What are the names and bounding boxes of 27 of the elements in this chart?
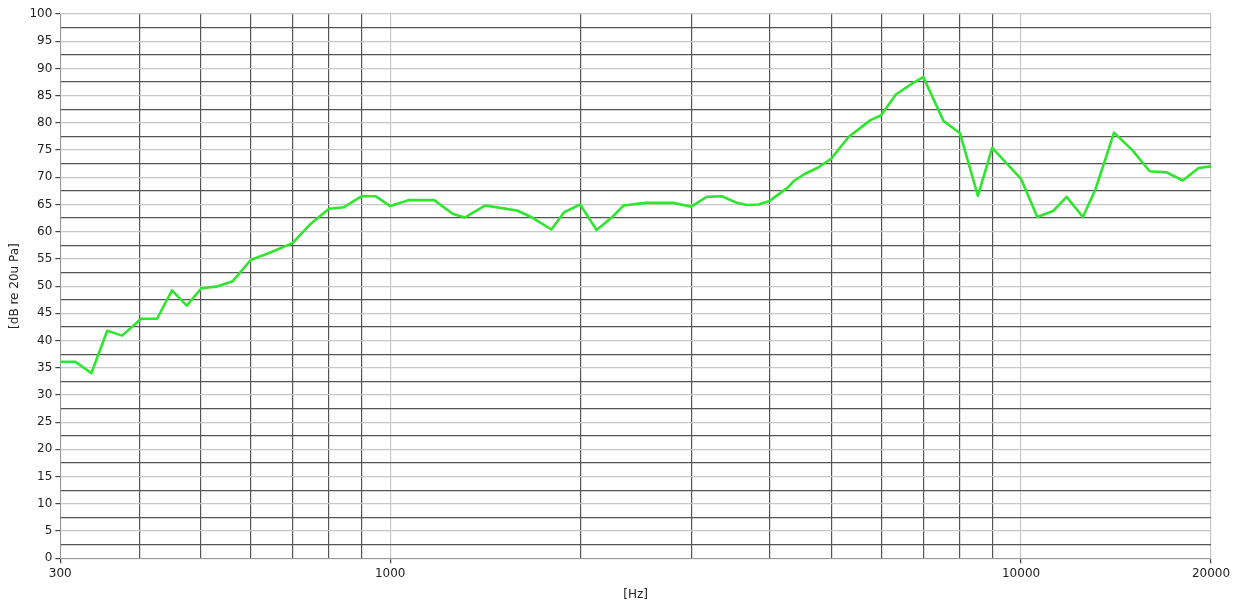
y-tick-label: 75 [37, 142, 53, 157]
y-tick-label: 55 [37, 251, 53, 266]
y-tick-label: 25 [37, 414, 53, 429]
y-tick-label: 20 [37, 441, 53, 456]
y-tick-label: 35 [37, 359, 53, 374]
y-tick-label: 100 [29, 6, 53, 21]
y-tick-label: 45 [37, 305, 53, 320]
y-tick-label: 80 [37, 114, 53, 129]
y-tick-label: 70 [37, 169, 53, 184]
x-axis-title: [Hz] [623, 586, 648, 601]
y-tick-label: 50 [37, 278, 53, 293]
y-tick-label: 30 [37, 387, 53, 402]
y-tick-label: 5 [44, 523, 53, 538]
x-tick-label: 300 [48, 565, 72, 580]
x-tick-label: 20000 [1191, 565, 1231, 580]
x-tick-label: 1000 [374, 565, 406, 580]
y-tick-label: 10 [37, 495, 53, 510]
y-tick-label: 95 [37, 33, 53, 48]
y-tick-label: 60 [37, 223, 53, 238]
x-tick-label: 10000 [1001, 565, 1041, 580]
y-tick-label: 40 [37, 332, 53, 347]
y-tick-label: 90 [37, 60, 53, 75]
y-tick-label: 0 [44, 550, 53, 565]
y-axis-title: [dB re 20u Pa] [7, 243, 22, 329]
y-tick-label: 15 [37, 468, 53, 483]
y-tick-label: 65 [37, 196, 53, 211]
y-tick-label: 85 [37, 87, 53, 102]
